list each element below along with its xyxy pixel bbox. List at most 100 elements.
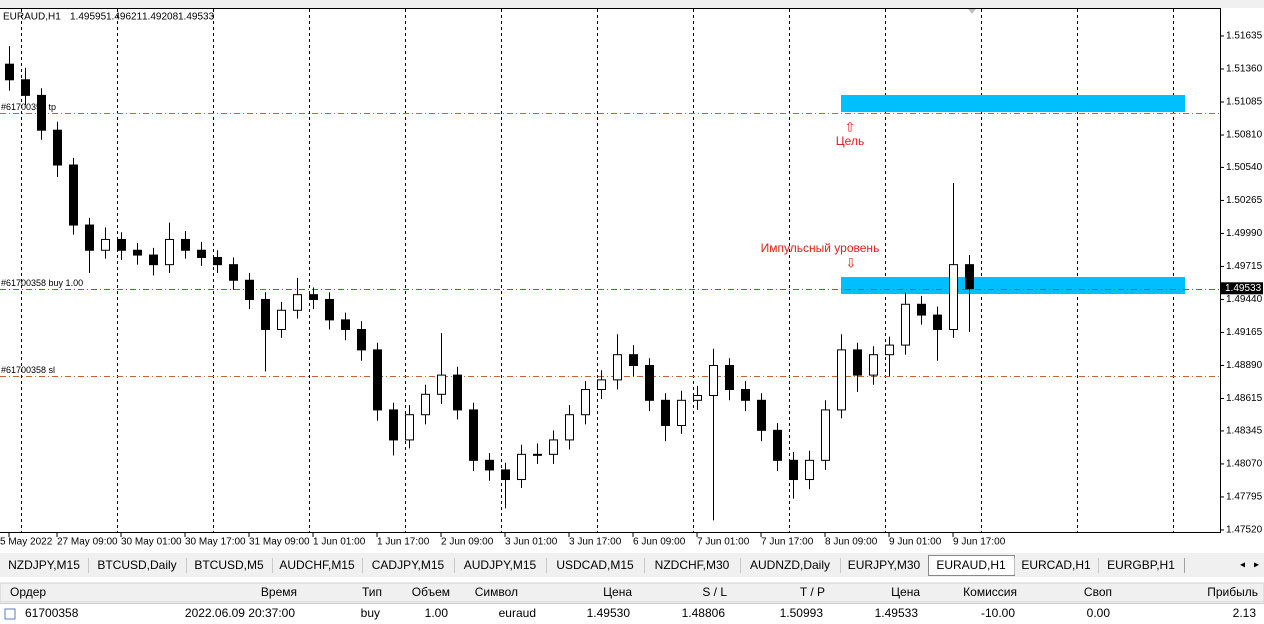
column-header[interactable]: Своп xyxy=(1084,585,1112,599)
candle-body xyxy=(821,409,830,461)
y-tick-label: 1.50265 xyxy=(1226,195,1263,206)
table-header-bg xyxy=(0,582,1264,603)
tab-label[interactable]: EURCAD,H1 xyxy=(1021,558,1091,572)
candle-body xyxy=(309,294,318,300)
tab-label[interactable]: AUDNZD,Daily xyxy=(750,558,830,572)
axes: 1.51635 1.51360 1.51085 1.50810 1.50540 1.502… xyxy=(0,31,1263,548)
candle-body xyxy=(517,453,526,481)
candle-body xyxy=(437,374,446,395)
column-header[interactable]: Тип xyxy=(362,585,382,599)
candle-body xyxy=(5,63,14,81)
column-header[interactable]: Комиссия xyxy=(963,585,1017,599)
tab[interactable] xyxy=(88,557,187,575)
candle-body xyxy=(789,459,798,481)
candle-body xyxy=(325,298,334,321)
cell[interactable]: 1.49533 xyxy=(875,606,919,620)
tab-label[interactable]: USDCAD,M15 xyxy=(556,558,634,572)
candle-body xyxy=(165,238,174,266)
scroll-marker xyxy=(968,9,976,14)
x-tick-label: 5 May 2022 xyxy=(0,537,53,548)
candle-body xyxy=(453,374,462,411)
up-arrow: ⇧ xyxy=(845,119,856,134)
tab-label[interactable]: EURGBP,H1 xyxy=(1107,558,1175,572)
candle-body xyxy=(661,399,670,427)
x-tick-label: 9 Jun 17:00 xyxy=(953,537,1006,548)
candle-body xyxy=(805,459,814,481)
tab-label[interactable]: NZDJPY,M15 xyxy=(8,558,80,572)
cell[interactable]: 1.49530 xyxy=(587,606,631,620)
tab-scroll-right[interactable]: ▸ xyxy=(1254,560,1259,571)
tab-label[interactable]: BTCUSD,Daily xyxy=(97,558,176,572)
order-line-label: #61700358 tp xyxy=(1,102,56,112)
tab-label[interactable]: AUDCHF,M15 xyxy=(279,558,355,572)
candle-body xyxy=(741,389,750,401)
tab[interactable] xyxy=(272,557,363,575)
ohlc-value: 1.49621 xyxy=(106,12,143,23)
candle-body xyxy=(101,238,110,251)
column-header[interactable]: Прибыль xyxy=(1207,585,1258,599)
cell[interactable]: 61700358 xyxy=(25,606,79,620)
ohlc-value: 1.49595 xyxy=(70,12,107,23)
x-tick-label: 8 Jun 09:00 xyxy=(825,537,878,548)
y-tick-label: 1.49440 xyxy=(1226,294,1263,305)
cell[interactable]: 2022.06.09 20:37:00 xyxy=(185,606,295,620)
cell[interactable]: 1.00 xyxy=(425,606,449,620)
x-tick-label: 2 Jun 09:00 xyxy=(441,537,494,548)
tab[interactable] xyxy=(546,557,645,575)
column-header[interactable]: Символ xyxy=(475,585,518,599)
cell[interactable]: 1.48806 xyxy=(682,606,726,620)
column-header[interactable]: T / P xyxy=(800,585,825,599)
candle-body xyxy=(933,314,942,330)
order-line-label: #61700358 buy 1.00 xyxy=(1,278,83,288)
candle-body xyxy=(853,349,862,376)
column-header[interactable]: S / L xyxy=(702,585,727,599)
x-tick-label: 7 Jun 01:00 xyxy=(697,537,750,548)
x-tick-label: 1 Jun 01:00 xyxy=(313,537,366,548)
tab[interactable] xyxy=(0,557,89,575)
last-price-label: 1.49533 xyxy=(1225,283,1262,294)
cell[interactable]: buy xyxy=(361,606,380,620)
tab[interactable] xyxy=(362,557,455,575)
chart-title: EURAUD,H1 xyxy=(3,12,61,23)
tab[interactable] xyxy=(740,557,841,575)
column-header[interactable]: Объем xyxy=(412,585,450,599)
x-tick-label: 30 May 01:00 xyxy=(121,537,182,548)
candle-body xyxy=(901,303,910,346)
candle-body xyxy=(485,459,494,471)
orders-table: Ордер Время Тип Объем Символ Цена S / L T / P Це… xyxy=(4,585,1258,620)
tab[interactable] xyxy=(1098,557,1185,575)
tab-scroll-left[interactable]: ◂ xyxy=(1240,560,1245,571)
candle-body xyxy=(133,249,142,256)
y-tick-label: 1.49715 xyxy=(1226,261,1263,272)
column-header[interactable]: Цена xyxy=(891,585,920,599)
y-tick-label: 1.49165 xyxy=(1226,327,1263,338)
tab[interactable] xyxy=(644,557,741,575)
column-header[interactable]: Время xyxy=(261,585,297,599)
cell[interactable]: 1.50993 xyxy=(780,606,824,620)
cell[interactable]: euraud xyxy=(499,606,536,620)
candle-body xyxy=(245,279,254,300)
tab[interactable] xyxy=(454,557,547,575)
candle-body xyxy=(261,298,270,330)
tab[interactable] xyxy=(1014,557,1099,575)
column-header[interactable]: Цена xyxy=(603,585,632,599)
x-tick-label: 3 Jun 17:00 xyxy=(569,537,622,548)
column-header[interactable]: Ордер xyxy=(10,585,46,599)
tab-label[interactable]: CADJPY,M15 xyxy=(372,558,445,572)
tab[interactable] xyxy=(186,557,273,575)
tab-label[interactable]: AUDJPY,M15 xyxy=(464,558,537,572)
y-tick-label: 1.49990 xyxy=(1226,228,1263,239)
tab-label[interactable]: EURJPY,M30 xyxy=(848,558,921,572)
tab-label[interactable]: NZDCHF,M30 xyxy=(655,558,730,572)
cell[interactable]: -10.00 xyxy=(981,606,1015,620)
tab-label[interactable]: BTCUSD,M5 xyxy=(194,558,264,572)
candle-body xyxy=(565,414,574,441)
candle-body xyxy=(421,393,430,416)
cell[interactable]: 0.00 xyxy=(1087,606,1111,620)
tab[interactable] xyxy=(840,557,929,575)
tab-label[interactable]: EURAUD,H1 xyxy=(936,558,1006,572)
y-tick-label: 1.51360 xyxy=(1226,64,1263,75)
cell[interactable]: 2.13 xyxy=(1233,606,1257,620)
ohlc-header: 1.49595 1.49621 1.49208 1.49533 xyxy=(70,12,215,23)
candle-body xyxy=(85,224,94,251)
